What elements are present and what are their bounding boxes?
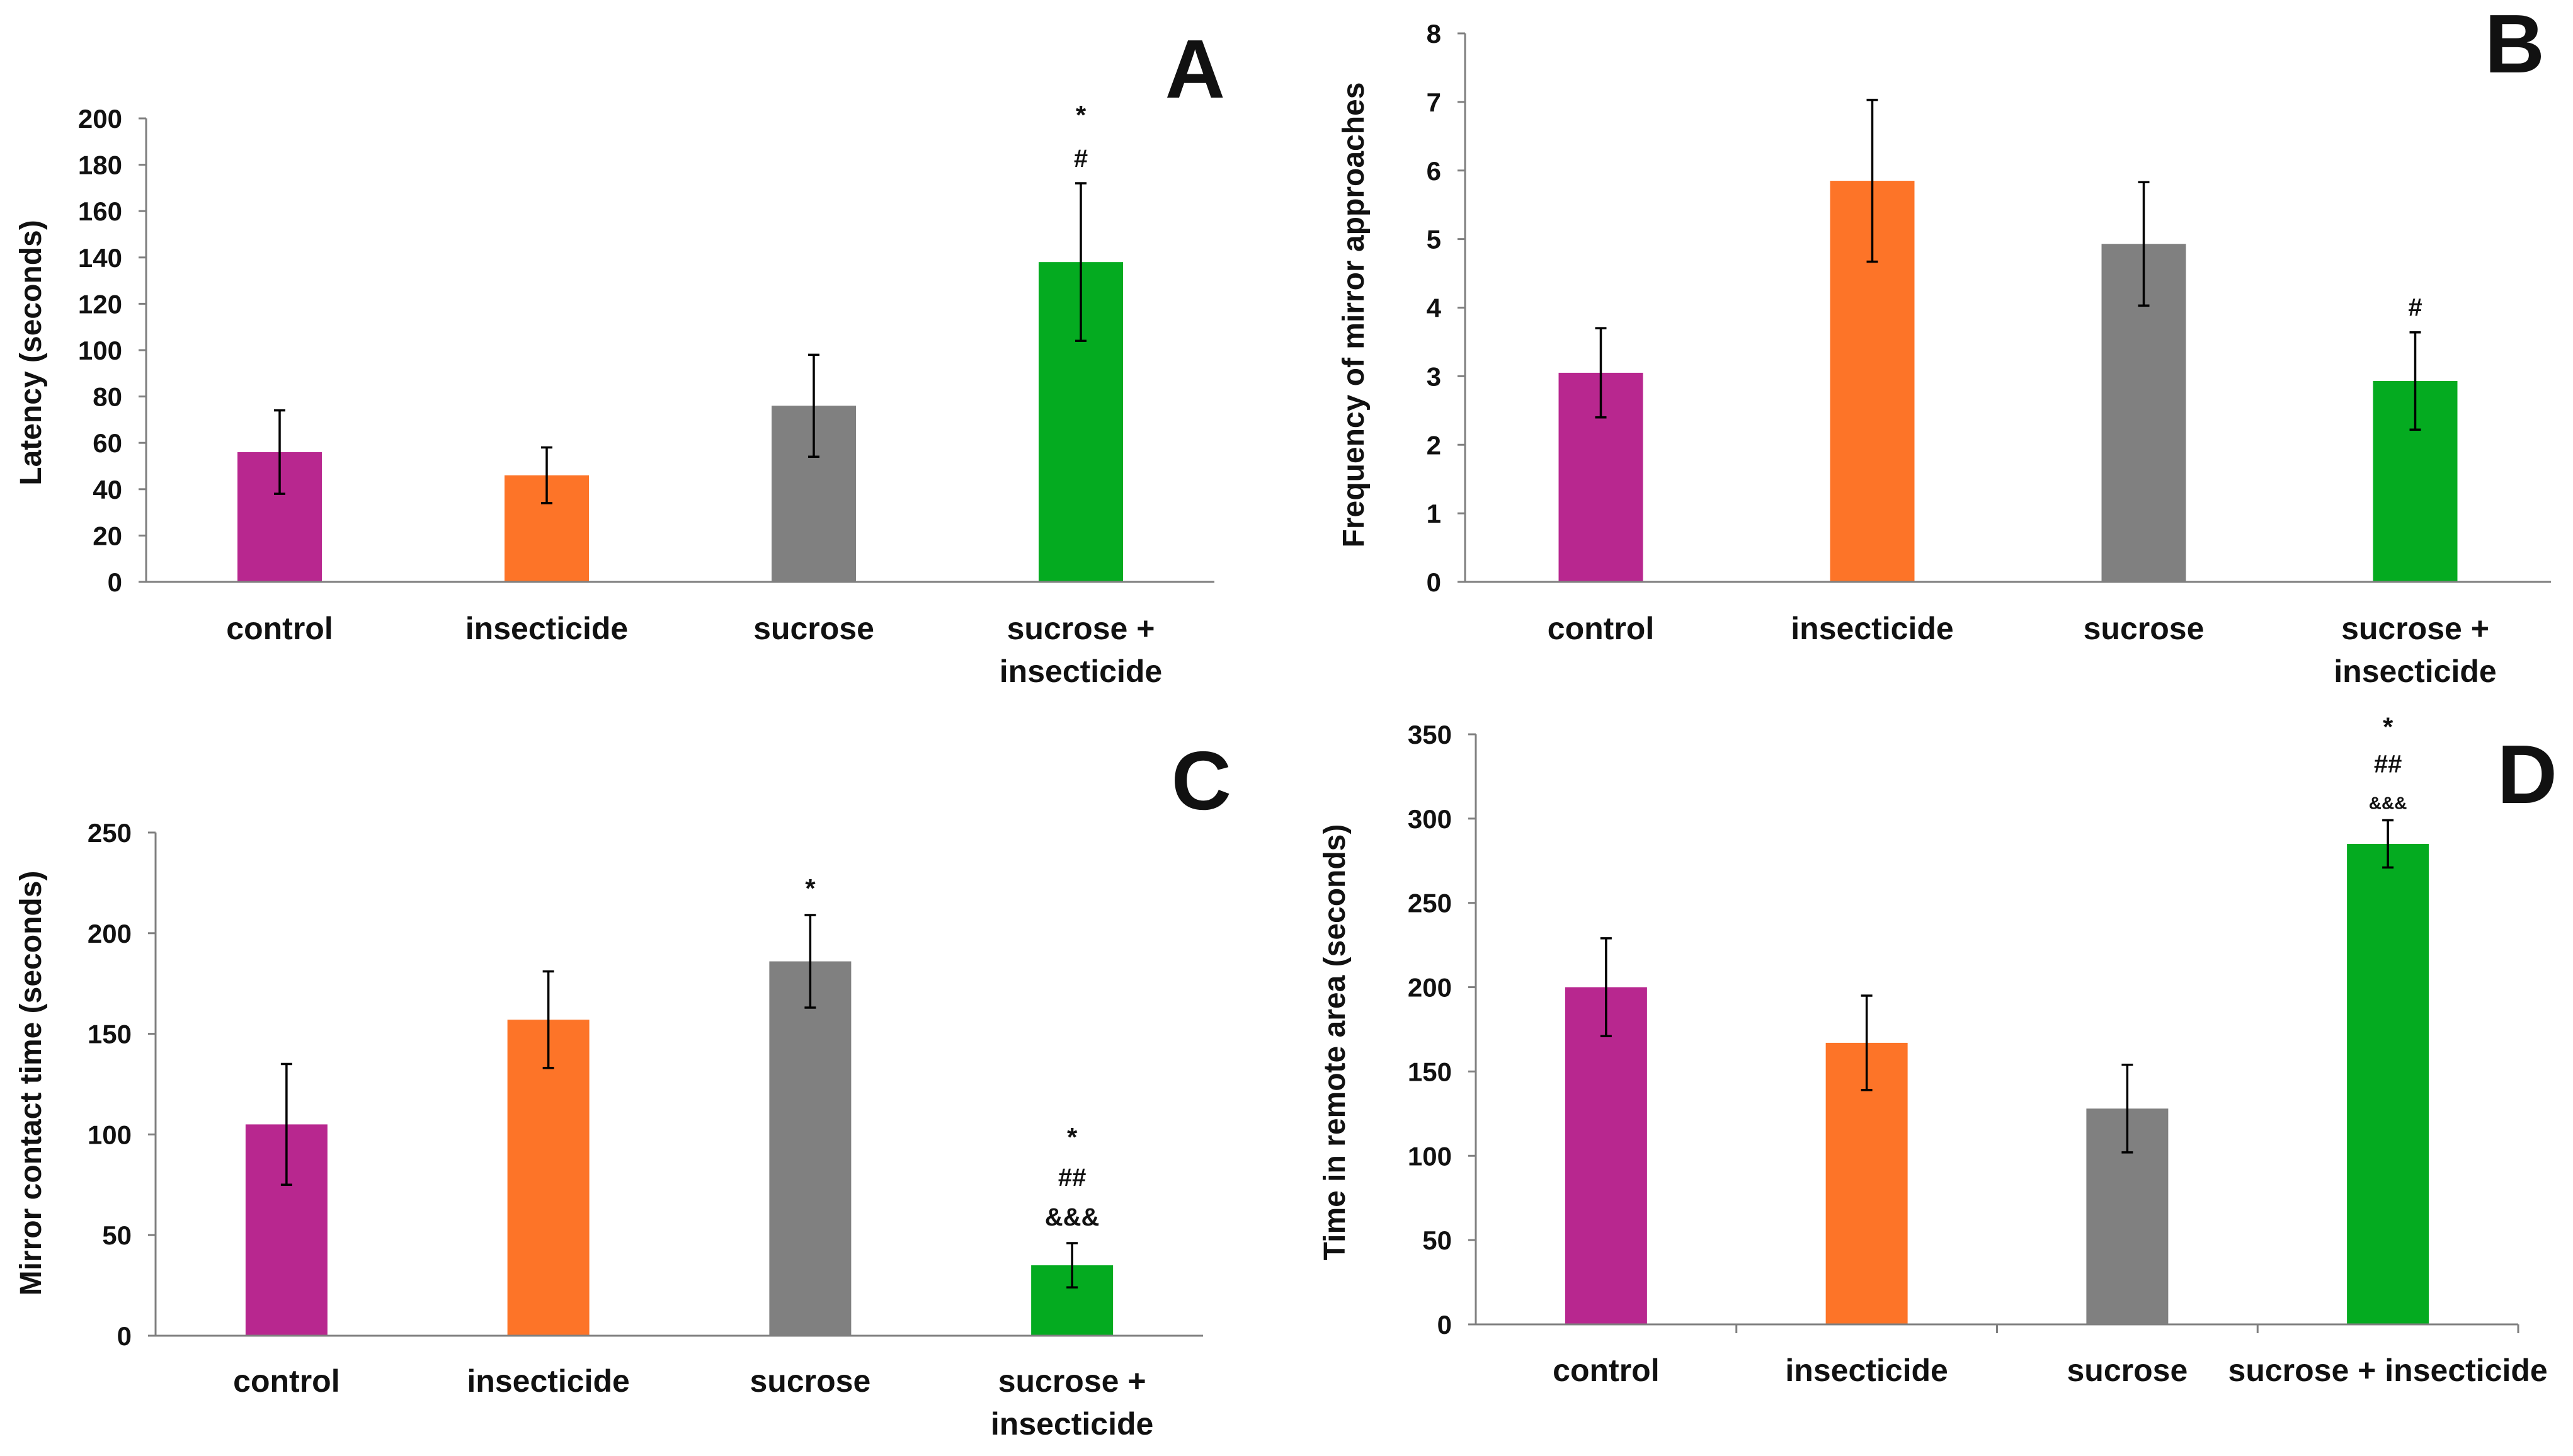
panel-c-y-tick-label: 200 <box>88 919 132 948</box>
panel-a-y-tick-label: 80 <box>93 382 122 412</box>
panel-d-bar <box>1565 987 1647 1324</box>
panel-c-y-tick-label: 150 <box>88 1020 132 1049</box>
panel-a-letter: A <box>1165 23 1225 115</box>
panel-d-bar <box>2347 844 2429 1324</box>
panel-b-category-label: insecticide <box>2334 654 2496 689</box>
panel-c-ylabel: Mirror contact time (seconds) <box>14 871 48 1296</box>
panel-d-y-tick-label: 200 <box>1408 973 1452 1003</box>
panel-a-significance-mark: # <box>1074 145 1088 173</box>
panel-b-category-label: control <box>1548 611 1654 646</box>
panel-a-significance-mark: * <box>1076 100 1087 130</box>
panel-c-y-tick-label: 250 <box>88 818 132 848</box>
panel-a-category-label: insecticide <box>1000 654 1162 689</box>
panel-c-significance-mark: &&& <box>1045 1203 1100 1231</box>
panel-d-error-bar <box>2382 819 2394 869</box>
panel-c-significance-mark: * <box>805 873 816 903</box>
panel-d-error-bar <box>1861 994 1873 1091</box>
panel-a-y-tick-label: 100 <box>78 336 122 365</box>
panel-d-y-tick-label: 350 <box>1408 720 1452 749</box>
panel-b-mirror-approaches-chart: Frequency of mirror approaches B 0 1 2 3 4 5 6… <box>1337 0 2551 689</box>
panel-a-y-tick-label: 60 <box>93 428 122 458</box>
panel-b-error-bar <box>2138 181 2150 307</box>
panel-a-category-label: control <box>226 611 333 646</box>
panel-d-category-label: sucrose <box>2067 1353 2188 1388</box>
panel-b-error-bar <box>2409 331 2421 431</box>
panel-a-error-bar <box>541 446 552 504</box>
panel-d-ylabel: Time in remote area (seconds) <box>1318 824 1352 1261</box>
panel-d-significance-mark: ## <box>2374 751 2402 778</box>
panel-c-y-tick-label: 50 <box>102 1220 132 1250</box>
panel-b-y-tick-label: 3 <box>1427 361 1441 391</box>
panel-b-y-tick-label: 4 <box>1427 293 1442 323</box>
panel-b-y-tick-label: 1 <box>1427 499 1441 528</box>
panel-c-category-label: insecticide <box>991 1406 1153 1442</box>
panel-a-y-tick-label: 140 <box>78 243 122 273</box>
panel-d-error-bar <box>1600 937 1612 1037</box>
panel-a-category-label: sucrose <box>753 611 874 646</box>
panel-c-bar <box>769 961 852 1336</box>
panel-a-y-tick-label: 120 <box>78 289 122 319</box>
panel-d-remote-area-chart: Time in remote area (seconds) D 0 50 100 15… <box>1318 712 2557 1388</box>
panel-c-mirror-contact-chart: Mirror contact time (seconds) C 0 50 100 15… <box>14 734 1231 1442</box>
panel-a-y-tick-label: 20 <box>93 521 122 550</box>
panel-c-error-bar <box>804 914 816 1009</box>
panel-d-y-tick-label: 50 <box>1422 1226 1452 1255</box>
panel-c-error-bar <box>280 1062 292 1186</box>
panel-d-significance-mark: * <box>2383 712 2393 742</box>
panel-d-category-label: insecticide <box>1785 1353 1948 1388</box>
panel-c-y-tick-label: 0 <box>117 1321 132 1351</box>
panel-b-y-tick-label: 6 <box>1427 156 1441 186</box>
panel-c-error-bar <box>542 970 554 1069</box>
panel-c-significance-mark: * <box>1067 1122 1078 1152</box>
panel-b-y-tick-label: 8 <box>1427 19 1441 48</box>
panel-b-y-tick-label: 5 <box>1427 225 1441 254</box>
panel-d-y-tick-label: 250 <box>1408 889 1452 918</box>
panel-c-y-tick-label: 100 <box>88 1120 132 1149</box>
panel-a-y-tick-label: 180 <box>78 151 122 180</box>
panel-c-significance-mark: ## <box>1058 1164 1087 1192</box>
panel-b-ylabel: Frequency of mirror approaches <box>1337 82 1371 548</box>
panel-c-category-label: sucrose <box>750 1363 870 1399</box>
panel-a-category-label: sucrose + <box>1007 611 1155 646</box>
panel-a-error-bar <box>274 409 285 495</box>
panel-b-category-label: sucrose + <box>2341 611 2489 646</box>
panel-b-error-bar <box>1866 98 1878 263</box>
panel-c-category-label: sucrose + <box>998 1363 1146 1399</box>
panel-b-category-label: sucrose <box>2084 611 2205 646</box>
panel-c-category-label: insecticide <box>467 1363 629 1399</box>
panel-c-bar <box>507 1020 590 1336</box>
panel-a-error-bar <box>808 353 819 458</box>
panel-a-latency-chart: Latency (seconds) A 0 20 40 60 80 100 120 140 16… <box>14 23 1225 689</box>
panel-a-y-tick-label: 200 <box>78 104 122 134</box>
panel-c-letter: C <box>1172 734 1231 827</box>
panel-d-y-tick-label: 100 <box>1408 1141 1452 1171</box>
panel-b-error-bar <box>1595 327 1607 419</box>
panel-b-significance-mark: # <box>2408 294 2422 322</box>
panel-a-category-label: insecticide <box>465 611 628 646</box>
panel-b-letter: B <box>2485 0 2545 90</box>
panel-a-y-tick-label: 160 <box>78 196 122 226</box>
panel-b-y-tick-label: 2 <box>1427 430 1441 460</box>
panel-a-y-tick-label: 40 <box>93 475 122 504</box>
panel-a-y-tick-label: 0 <box>108 567 122 597</box>
panel-d-y-tick-label: 150 <box>1408 1057 1452 1086</box>
panel-d-y-tick-label: 0 <box>1437 1310 1452 1339</box>
panel-d-error-bar <box>2121 1063 2133 1154</box>
panel-c-error-bar <box>1066 1242 1078 1289</box>
panel-d-significance-mark: &&& <box>2369 793 2407 813</box>
panel-a-error-bar <box>1075 182 1087 343</box>
panel-d-letter: D <box>2497 728 2557 821</box>
panel-b-category-label: insecticide <box>1791 611 1953 646</box>
panel-d-category-label: sucrose + insecticide <box>2228 1353 2548 1388</box>
panel-b-y-tick-label: 7 <box>1427 88 1441 117</box>
panel-a-ylabel: Latency (seconds) <box>14 220 48 485</box>
panel-b-y-tick-label: 0 <box>1427 567 1441 597</box>
panel-d-category-label: control <box>1553 1353 1659 1388</box>
panel-d-y-tick-label: 300 <box>1408 804 1452 834</box>
panel-c-category-label: control <box>233 1363 339 1399</box>
